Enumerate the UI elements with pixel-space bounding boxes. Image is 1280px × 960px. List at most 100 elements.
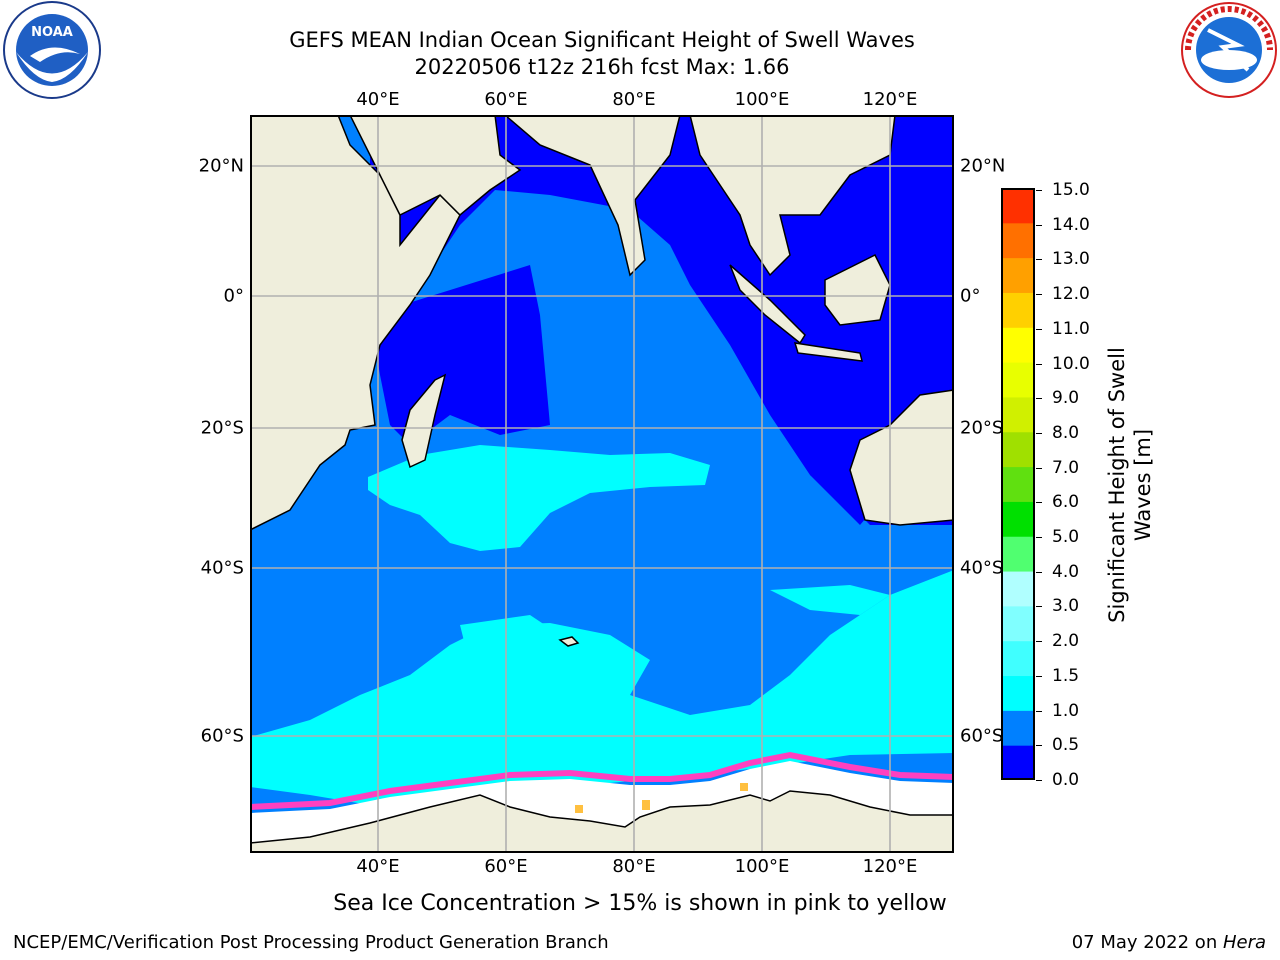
footer-host: Hera <box>1222 932 1266 953</box>
colorbar-tick-label: 0.0 <box>1052 770 1080 790</box>
colorbar-tick-mark <box>1036 432 1042 434</box>
colorbar-tick-label: 4.0 <box>1052 561 1080 582</box>
lon-tick-bottom: 100°E <box>734 856 790 877</box>
land-madagascar <box>401 373 447 469</box>
land-kerguelen <box>558 636 580 647</box>
colorbar-tick-mark <box>1036 745 1042 747</box>
swell-1.0-1.5-subtropical-area <box>368 445 710 551</box>
sea-ice-patch <box>575 805 583 813</box>
colorbar-segment <box>1001 188 1035 224</box>
colorbar-tick-mark <box>1036 467 1042 469</box>
colorbar-tick-label: 15.0 <box>1052 180 1090 200</box>
lon-tick-bottom: 80°E <box>612 856 656 877</box>
colorbar <box>1001 188 1035 781</box>
colorbar-segment <box>1001 675 1035 711</box>
colorbar-frame <box>1001 188 1035 780</box>
colorbar-tick-mark <box>1036 675 1042 677</box>
colorbar-segment <box>1001 745 1035 781</box>
colorbar-segment <box>1001 431 1035 468</box>
colorbar-tick-mark <box>1036 294 1042 296</box>
lat-tick-right: 20°S <box>960 417 1004 439</box>
land-arabia <box>349 115 522 217</box>
lat-tick-left: 20°S <box>200 417 244 439</box>
colorbar-segment <box>1001 640 1035 677</box>
colorbar-tick-label: 1.0 <box>1052 700 1080 721</box>
footer-date-text: 07 May 2022 on <box>1071 932 1223 953</box>
svg-text:NOAA: NOAA <box>31 25 73 40</box>
lon-tick-top: 60°E <box>484 89 528 110</box>
colorbar-segment <box>1001 362 1035 398</box>
lon-tick-top: 120°E <box>862 89 918 110</box>
footer-date: 07 May 2022 on Hera <box>1072 932 1266 953</box>
lat-tick-right: 40°S <box>960 557 1004 579</box>
footer-branch: NCEP/EMC/Verification Post Processing Pr… <box>13 932 609 953</box>
lat-tick-left: 0° <box>223 285 244 307</box>
colorbar-tick-mark <box>1036 328 1042 330</box>
colorbar-tick-mark <box>1036 571 1042 573</box>
lat-tick-left: 40°S <box>200 557 244 579</box>
colorbar-tick-label: 10.0 <box>1052 353 1090 374</box>
colorbar-tick-label: 6.0 <box>1052 492 1080 513</box>
lon-tick-bottom: 120°E <box>862 856 918 877</box>
colorbar-tick-mark <box>1036 710 1042 712</box>
colorbar-segment <box>1001 710 1035 746</box>
lat-tick-right: 0° <box>960 285 981 307</box>
land-australia <box>849 389 954 526</box>
colorbar-tick-mark <box>1036 398 1042 400</box>
lat-tick-right: 60°S <box>960 725 1004 747</box>
colorbar-segment <box>1001 257 1035 293</box>
colorbar-tick-mark <box>1036 259 1042 261</box>
noaa-logo-icon: NOAA <box>0 0 104 104</box>
colorbar-tick-label: 11.0 <box>1052 318 1090 339</box>
swell-1.0-1.5-west-patch <box>460 615 560 655</box>
sea-ice-note: Sea Ice Concentration > 15% is shown in … <box>333 891 947 916</box>
colorbar-tick-mark <box>1036 537 1042 539</box>
colorbar-tick-label: 8.0 <box>1052 422 1080 443</box>
colorbar-segment <box>1001 222 1035 259</box>
colorbar-label: Significant Height of Swell Waves [m] <box>1105 347 1155 623</box>
colorbar-tick-label: 9.0 <box>1052 388 1080 409</box>
lon-tick-top: 40°E <box>356 89 400 110</box>
colorbar-tick-label: 12.0 <box>1052 284 1090 305</box>
colorbar-tick-mark <box>1036 190 1042 191</box>
colorbar-segment <box>1001 501 1035 537</box>
colorbar-tick-label: 14.0 <box>1052 214 1090 235</box>
colorbar-svg <box>1001 188 1035 781</box>
sea-ice-patch <box>740 783 748 791</box>
lon-tick-bottom: 60°E <box>484 856 528 877</box>
colorbar-tick-label: 2.0 <box>1052 631 1080 652</box>
colorbar-tick-label: 3.0 <box>1052 596 1080 617</box>
swell-1.0-1.5-southern-area <box>250 570 954 805</box>
sea-ice-edge <box>250 751 954 810</box>
colorbar-segment <box>1001 292 1035 328</box>
colorbar-tick-label: 5.0 <box>1052 527 1080 548</box>
map-title: GEFS MEAN Indian Ocean Significant Heigh… <box>289 28 915 52</box>
lon-tick-top: 80°E <box>612 89 656 110</box>
map-panel <box>250 115 954 853</box>
colorbar-tick-mark <box>1036 363 1042 365</box>
colorbar-segment <box>1001 466 1035 502</box>
land-borneo <box>824 253 891 326</box>
colorbar-tick-mark <box>1036 606 1042 608</box>
lat-tick-left: 60°S <box>200 725 244 747</box>
map-frame <box>250 115 954 853</box>
colorbar-tick-mark <box>1036 502 1042 504</box>
map-subtitle: 20220506 t12z 216h fcst Max: 1.66 <box>414 55 790 79</box>
colorbar-segment <box>1001 536 1035 572</box>
sea-ice-patch <box>642 800 650 810</box>
indian-ocean-map <box>250 115 954 853</box>
land-sumatra <box>729 264 806 345</box>
colorbar-segment <box>1001 396 1035 433</box>
colorbar-tick-mark <box>1036 641 1042 643</box>
swell-1.0-1.5-east-patch <box>770 585 890 615</box>
colorbar-segment <box>1001 327 1035 363</box>
colorbar-labels: 0.0 0.5 1.0 1.5 2.0 3.0 4.0 5.0 6.0 7.0 8.0 9.0 10.0… <box>1036 180 1112 790</box>
colorbar-tick-label: 13.0 <box>1052 249 1090 270</box>
land-masses <box>250 115 954 853</box>
land-java <box>793 342 863 362</box>
lon-tick-bottom: 40°E <box>356 856 400 877</box>
national-weather-service-logo-icon <box>1178 0 1280 102</box>
colorbar-tick-mark <box>1036 780 1042 781</box>
swell-0-0.5-madagascar-area <box>370 265 550 445</box>
lat-tick-left: 20°N <box>198 155 244 177</box>
